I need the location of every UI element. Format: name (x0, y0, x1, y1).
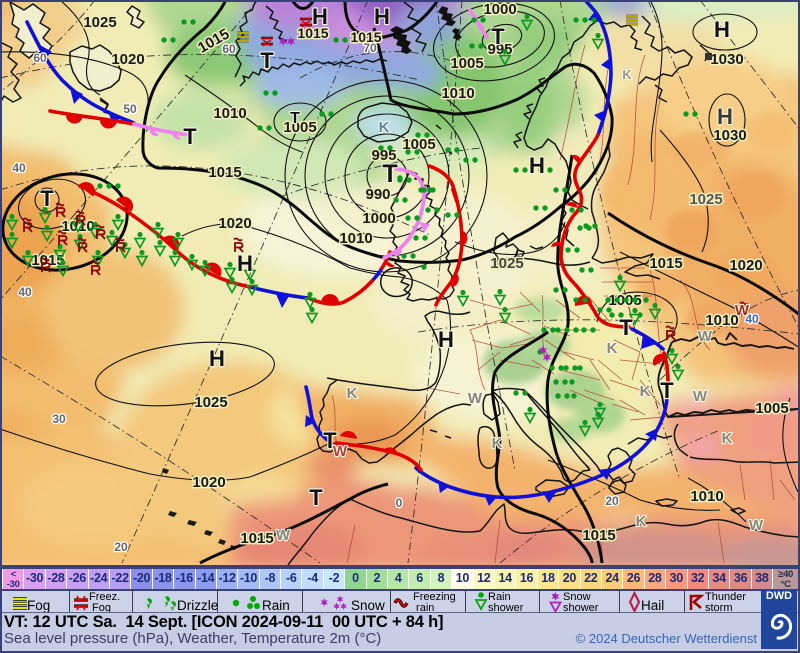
svg-text:T: T (491, 24, 505, 49)
svg-text:1010: 1010 (705, 312, 738, 329)
svg-text:1015: 1015 (582, 527, 615, 544)
svg-text:W: W (333, 443, 348, 460)
svg-text:W: W (468, 390, 483, 407)
svg-text:K: K (492, 435, 503, 452)
svg-text:1015: 1015 (350, 29, 381, 45)
svg-text:20: 20 (605, 494, 619, 508)
svg-text:W: W (735, 302, 750, 319)
svg-text:0: 0 (396, 496, 403, 510)
svg-text:1010: 1010 (213, 105, 246, 122)
svg-text:1000: 1000 (362, 210, 395, 227)
svg-text:T: T (323, 428, 337, 453)
svg-text:T: T (619, 315, 633, 340)
svg-text:H: H (374, 4, 390, 29)
svg-text:1020: 1020 (218, 215, 251, 232)
svg-text:W: W (276, 527, 291, 544)
svg-text:40: 40 (745, 312, 759, 326)
svg-text:1005: 1005 (450, 55, 483, 72)
svg-text:1005: 1005 (283, 119, 316, 136)
svg-text:1010: 1010 (339, 230, 372, 247)
svg-text:H: H (209, 346, 225, 371)
svg-text:T: T (382, 160, 397, 188)
svg-text:40: 40 (18, 285, 32, 299)
svg-text:H: H (714, 17, 730, 42)
svg-text:K: K (636, 513, 647, 530)
svg-text:1025: 1025 (490, 255, 523, 272)
svg-text:1015: 1015 (649, 255, 682, 272)
svg-text:K: K (607, 340, 618, 357)
svg-text:1015: 1015 (297, 25, 328, 41)
svg-text:1015: 1015 (240, 530, 273, 547)
svg-text:1020: 1020 (111, 51, 144, 68)
svg-text:1025: 1025 (83, 14, 116, 31)
svg-text:60: 60 (222, 42, 236, 56)
svg-text:T: T (260, 48, 274, 73)
svg-text:60: 60 (33, 51, 47, 65)
svg-text:T: T (309, 485, 323, 510)
svg-text:K: K (379, 119, 390, 136)
svg-text:1010: 1010 (61, 218, 94, 235)
svg-text:70: 70 (363, 41, 377, 55)
svg-text:K: K (347, 385, 358, 402)
svg-text:T: T (183, 124, 197, 149)
svg-text:990: 990 (365, 186, 390, 203)
svg-text:W: W (749, 517, 764, 534)
svg-text:1020: 1020 (729, 257, 762, 274)
svg-text:1025: 1025 (194, 394, 227, 411)
svg-text:1010: 1010 (690, 488, 723, 505)
svg-text:W: W (693, 388, 708, 405)
svg-text:H: H (237, 251, 253, 276)
svg-text:40: 40 (12, 161, 26, 175)
svg-text:K: K (640, 383, 651, 400)
svg-text:K: K (722, 430, 733, 447)
svg-text:H: H (529, 153, 545, 178)
svg-text:1015: 1015 (208, 164, 241, 181)
svg-text:1030: 1030 (710, 51, 743, 68)
svg-text:1030: 1030 (713, 127, 746, 144)
svg-text:50: 50 (123, 102, 137, 116)
svg-text:30: 30 (52, 412, 66, 426)
svg-text:1000: 1000 (483, 2, 516, 18)
svg-text:1010: 1010 (441, 85, 474, 102)
svg-text:K: K (622, 67, 632, 82)
svg-text:1005: 1005 (402, 136, 435, 153)
svg-text:W: W (698, 328, 713, 345)
svg-text:1005: 1005 (755, 400, 788, 417)
svg-text:20: 20 (114, 540, 128, 554)
svg-text:T: T (290, 110, 300, 127)
svg-text:H: H (438, 327, 454, 352)
svg-text:T: T (40, 186, 54, 211)
svg-text:T: T (660, 378, 674, 403)
svg-text:1020: 1020 (192, 474, 225, 491)
svg-text:1025: 1025 (689, 191, 722, 208)
svg-text:H: H (312, 4, 328, 29)
svg-text:H: H (717, 104, 733, 129)
